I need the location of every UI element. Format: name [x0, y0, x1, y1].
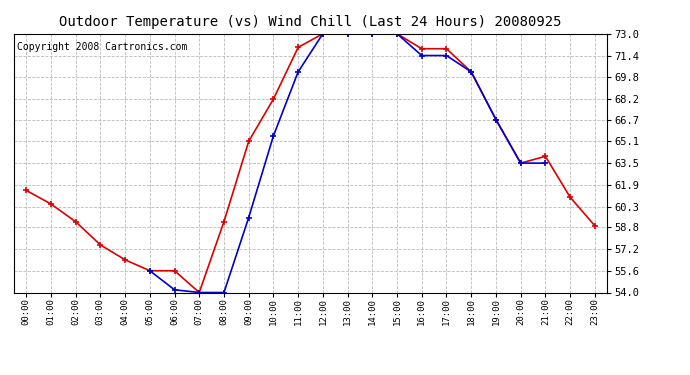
Text: Outdoor Temperature (vs) Wind Chill (Last 24 Hours) 20080925: Outdoor Temperature (vs) Wind Chill (Las… [59, 15, 562, 29]
Text: Copyright 2008 Cartronics.com: Copyright 2008 Cartronics.com [17, 42, 187, 51]
